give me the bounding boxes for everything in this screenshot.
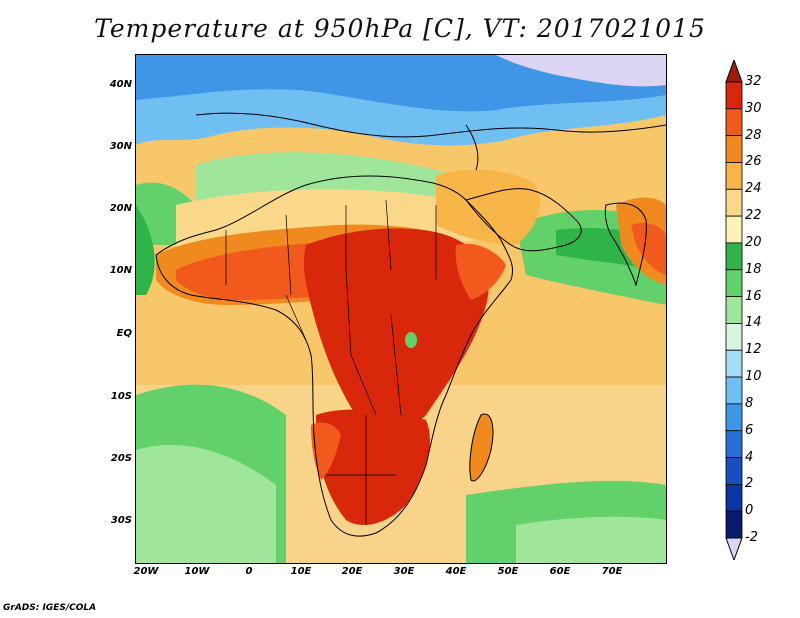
colorbar-label: 2 [745, 476, 754, 492]
india-hot-region [631, 223, 666, 275]
lon-label-70e: 70E [601, 566, 623, 577]
lat-label-10n: 10N [109, 265, 132, 276]
chart-title: Temperature at 950hPa [C], VT: 201702101… [94, 14, 706, 43]
namibia-warm-region [311, 422, 341, 480]
colorbar-block [725, 269, 743, 297]
colorbar-label: 14 [745, 315, 762, 331]
colorbar-bottom-arrow [725, 537, 743, 560]
colorbar-label: 28 [745, 127, 762, 143]
lon-label-10w: 10W [184, 566, 210, 577]
lon-label-0: 0 [245, 566, 253, 577]
central-africa-hot-region [303, 228, 489, 430]
lat-label-eq: EQ [116, 328, 132, 339]
colorbar-block [725, 108, 743, 137]
ocean-southwest-light [136, 444, 276, 563]
colorbar-block [725, 376, 743, 405]
lon-label-20e: 20E [341, 566, 363, 577]
north-snow-region [496, 55, 666, 87]
colorbar-label: 24 [745, 181, 762, 197]
lat-label-30s: 30S [110, 515, 132, 526]
colorbar-block [725, 215, 743, 244]
temperature-map [136, 55, 666, 563]
credit-text: GrADS: IGES/COLA [3, 603, 97, 613]
lon-label-10e: 10E [290, 566, 312, 577]
horn-africa-region [455, 243, 506, 300]
colorbar-label: 8 [745, 395, 754, 411]
colorbar-label: 10 [745, 369, 762, 385]
colorbar-label: 26 [745, 154, 762, 170]
colorbar-block [725, 135, 743, 163]
colorbar-block [725, 349, 743, 378]
colorbar-block [725, 296, 743, 324]
colorbar-block [725, 457, 743, 485]
colorbar-block [725, 188, 743, 217]
southern-africa-hot-region [316, 409, 430, 525]
colorbar-top-arrow [725, 60, 743, 83]
colorbar-label: 22 [745, 208, 762, 224]
lat-label-10s: 10S [110, 391, 132, 402]
colorbar-block [725, 323, 743, 351]
colorbar-block [725, 403, 743, 432]
lat-label-40n: 40N [109, 79, 132, 90]
colorbar-label: 6 [745, 422, 754, 438]
colorbar-label: 0 [745, 503, 754, 519]
arabia-coastline [465, 188, 582, 252]
colorbar-block [725, 81, 743, 110]
colorbar-block [725, 510, 743, 539]
lat-label-20n: 20N [109, 203, 132, 214]
colorbar-label: 12 [745, 342, 762, 358]
madagascar-coastline [469, 413, 494, 482]
lake-region [405, 332, 417, 348]
lat-label-30n: 30N [109, 141, 132, 152]
lat-label-20s: 20S [110, 453, 132, 464]
lon-label-40e: 40E [445, 566, 467, 577]
levant-coastline [465, 124, 479, 171]
colorbar-block [725, 483, 743, 512]
colorbar-label: 32 [745, 74, 762, 89]
colorbar-label: 18 [745, 261, 762, 277]
colorbar-label: 16 [745, 288, 762, 304]
colorbar-label: -2 [745, 530, 758, 545]
lon-label-60e: 60E [549, 566, 571, 577]
india-coastline [604, 202, 647, 287]
colorbar [725, 60, 743, 560]
country-borders [225, 199, 437, 525]
colorbar-label: 20 [745, 234, 762, 250]
europe-coastline [195, 112, 666, 138]
colorbar-label: 30 [745, 100, 762, 116]
colorbar-label: 4 [745, 449, 754, 465]
ocean-atlantic-deep-green [136, 205, 155, 295]
colorbar-block [725, 430, 743, 458]
colorbar-block [725, 162, 743, 190]
lon-label-50e: 50E [497, 566, 519, 577]
madagascar-region [469, 414, 493, 481]
map-panel [135, 54, 667, 564]
africa-coastline [155, 175, 514, 537]
ocean-southeast-light [516, 516, 666, 563]
lon-label-30e: 30E [393, 566, 415, 577]
colorbar-block [725, 242, 743, 271]
lon-label-20w: 20W [133, 566, 159, 577]
